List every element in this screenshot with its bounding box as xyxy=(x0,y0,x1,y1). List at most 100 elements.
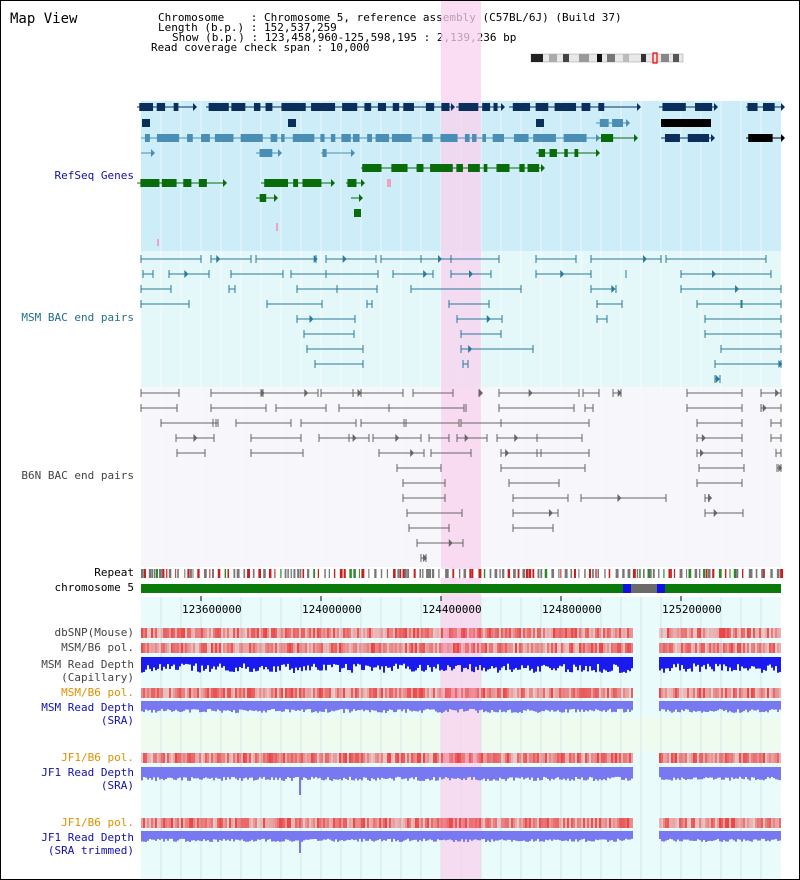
pol-bin xyxy=(613,643,615,653)
pol-bin xyxy=(207,628,209,638)
track-label-jf1-pol-1[interactable]: JF1/B6 pol. xyxy=(61,751,134,764)
pol-bin xyxy=(197,688,199,698)
pol-bin xyxy=(319,688,321,698)
track-label-msm-depth-sra[interactable]: MSM Read Depth xyxy=(41,701,134,714)
depth-bin xyxy=(181,657,183,664)
depth-bin xyxy=(253,701,255,712)
pol-bin xyxy=(291,628,293,638)
pol-bin xyxy=(491,753,493,763)
depth-bin xyxy=(449,831,451,840)
depth-bin xyxy=(577,767,579,779)
track-label-msm-depth-sra-sub: (SRA) xyxy=(100,714,134,727)
depth-bin xyxy=(439,657,441,671)
track-label-jf1-depth-sra[interactable]: JF1 Read Depth xyxy=(41,766,134,779)
depth-bin xyxy=(411,831,413,841)
depth-bin xyxy=(729,657,731,668)
depth-bin xyxy=(177,657,179,670)
depth-bin xyxy=(283,657,285,665)
pol-bin xyxy=(751,688,753,698)
pol-bin xyxy=(673,688,675,698)
depth-bin xyxy=(477,701,479,713)
depth-bin xyxy=(573,831,575,842)
track-label-dbsnp[interactable]: dbSNP(Mouse) xyxy=(54,626,134,639)
pol-bin xyxy=(441,753,443,763)
pol-bin xyxy=(761,688,763,698)
pol-bin xyxy=(375,753,377,763)
pol-bin xyxy=(703,818,705,828)
depth-bin xyxy=(201,657,203,666)
pol-bin xyxy=(619,643,621,653)
depth-bin xyxy=(157,831,159,840)
pol-bin xyxy=(601,688,603,698)
pol-bin xyxy=(489,628,491,638)
pol-bin xyxy=(535,818,537,828)
depth-bin xyxy=(219,831,221,841)
pol-bin xyxy=(213,818,215,828)
depth-bin xyxy=(159,831,161,840)
depth-bin xyxy=(451,701,453,710)
depth-bin xyxy=(255,767,257,781)
bac-arrow xyxy=(486,315,491,323)
pol-bin xyxy=(715,628,717,638)
axis-tick-label: 124400000 xyxy=(422,603,482,616)
repeat-element xyxy=(268,569,272,578)
depth-bin xyxy=(757,831,759,841)
pol-bin xyxy=(195,643,197,653)
pol-bin xyxy=(627,643,629,653)
track-label-b6n-bac[interactable]: B6N BAC end pairs xyxy=(21,469,134,482)
depth-bin xyxy=(217,767,219,779)
pol-bin xyxy=(363,688,365,698)
pol-bin xyxy=(177,643,179,653)
track-label-msm-pol-2[interactable]: MSM/B6 pol. xyxy=(61,686,134,699)
pol-bin xyxy=(265,753,267,763)
depth-bin xyxy=(571,657,573,673)
pol-bin xyxy=(459,818,461,828)
track-label-jf1-pol-2[interactable]: JF1/B6 pol. xyxy=(61,816,134,829)
pol-bin xyxy=(589,818,591,828)
depth-bin xyxy=(173,657,175,665)
pol-bin xyxy=(773,818,775,828)
pol-bin xyxy=(291,688,293,698)
depth-bin xyxy=(291,831,293,842)
pol-bin xyxy=(619,753,621,763)
track-label-chromosome[interactable]: chromosome 5 xyxy=(54,581,134,594)
depth-bin xyxy=(519,831,521,842)
pol-bin xyxy=(273,628,275,638)
depth-bin xyxy=(701,831,703,842)
track-label-repeat[interactable]: Repeat xyxy=(94,566,134,579)
pol-bin xyxy=(605,753,607,763)
pol-bin xyxy=(191,643,193,653)
repeat-element xyxy=(224,569,227,578)
track-label-refseq-genes[interactable]: RefSeq Genes xyxy=(54,169,134,182)
pol-bin xyxy=(359,753,361,763)
pol-bin xyxy=(283,688,285,698)
track-label-msm-bac[interactable]: MSM BAC end pairs xyxy=(21,311,134,324)
repeat-element xyxy=(685,569,688,578)
pol-bin xyxy=(293,818,295,828)
pol-bin xyxy=(287,818,289,828)
pol-bin xyxy=(775,628,777,638)
pol-bin xyxy=(285,818,287,828)
pol-bin xyxy=(491,688,493,698)
depth-bin xyxy=(433,701,435,710)
depth-bin xyxy=(523,701,525,711)
pol-bin xyxy=(405,753,407,763)
pol-bin xyxy=(617,753,619,763)
bac-arrow xyxy=(216,255,221,263)
pol-bin xyxy=(337,688,339,698)
track-label-msm-depth-cap[interactable]: MSM Read Depth xyxy=(41,658,134,671)
pol-bin xyxy=(561,628,563,638)
track-label-msm-pol-1[interactable]: MSM/B6 pol. xyxy=(61,641,134,654)
depth-bin xyxy=(593,657,595,671)
depth-bin xyxy=(365,831,367,841)
pol-bin xyxy=(347,628,349,638)
depth-bin xyxy=(511,701,513,713)
gene-exon xyxy=(198,179,207,187)
gene-exon xyxy=(214,134,234,142)
track-label-jf1-depth-trim[interactable]: JF1 Read Depth xyxy=(41,831,134,844)
depth-bin xyxy=(513,831,515,840)
depth-bin xyxy=(239,767,241,779)
pol-bin xyxy=(199,628,201,638)
depth-bin xyxy=(675,831,677,842)
